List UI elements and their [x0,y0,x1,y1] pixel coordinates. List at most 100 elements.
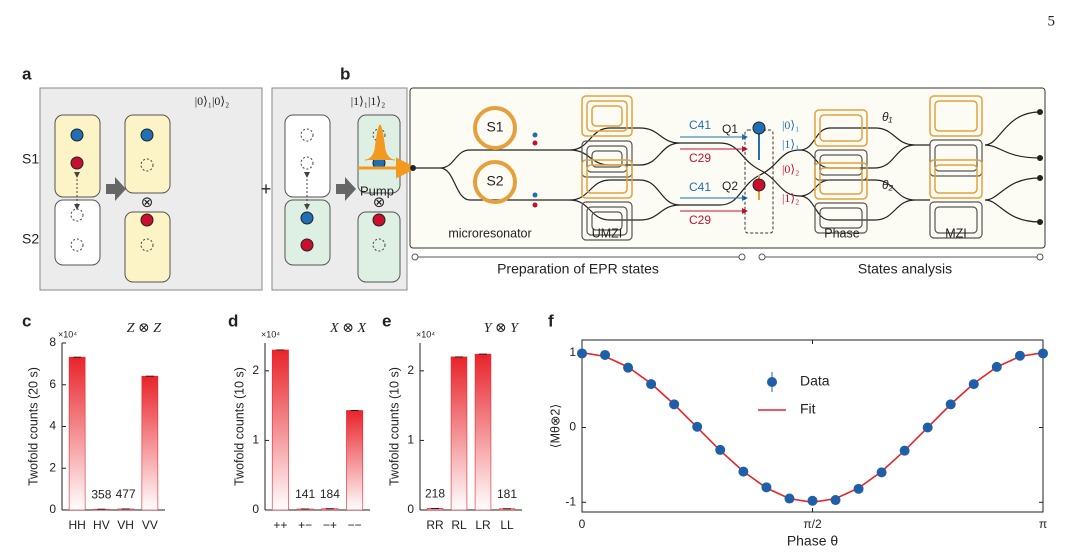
data-point [853,483,864,494]
panel-label: c [22,311,31,330]
mode-box [124,211,171,283]
data-point [738,466,749,477]
mode-label: C41 [689,180,711,194]
x-tick-label: π [1039,517,1047,531]
port [1037,175,1043,181]
x-tick-label: −+ [323,518,337,532]
photon [532,192,538,198]
qubit [752,178,766,192]
value-label: 358 [91,487,111,501]
data-point [945,399,956,410]
panel-label: b [340,64,350,83]
legend-label: Fit [800,401,816,417]
section-label: Preparation of EPR states [497,261,659,277]
ket-label: |0⟩₁|0⟩₂ [195,94,230,108]
section-end [411,253,419,261]
page-number: 5 [1048,13,1056,29]
ket-label: |1⟩₂ [782,191,799,205]
data-point [830,495,841,506]
x-tick-label: −− [348,518,362,532]
component-label: MZI [945,226,967,240]
mode-box [124,114,171,194]
vacuum [300,128,314,142]
chart: e Twofold counts (10 s) 0 1 2 ×10⁴ Y ⊗ Y RR 218 R… [382,311,522,532]
vacuum [140,158,154,172]
bar [141,375,159,511]
umzi [581,95,633,241]
port [1037,109,1043,115]
y-tick-label: 8 [49,335,56,349]
phase-shifter [814,109,868,234]
x-tick-label: ++ [273,518,287,532]
data-point [715,444,726,455]
x-tick-label: HV [93,518,110,532]
ket-label: |0⟩₂ [782,162,799,176]
microresonator [473,160,517,204]
data-point [692,421,703,432]
y-axis-label: Twofold counts (10 s) [387,367,401,486]
section-end [758,253,766,261]
y-tick-label: 4 [49,419,56,433]
photon [532,202,538,208]
value-label: 181 [497,487,517,501]
panel-label: f [548,311,554,330]
tensor-sign: ⊗ [373,194,386,211]
y-tick-label: 0 [407,502,414,516]
port [1037,219,1043,225]
photon [140,128,154,142]
theta-label: θ₂ [882,178,894,192]
tensor-sign: ⊗ [141,194,154,211]
value-label: 184 [320,487,340,501]
plus-sign: + [261,179,272,199]
y-tick-label: -1 [565,494,576,508]
qubit-label: Q2 [722,179,738,193]
chart-title: Y ⊗ Y [484,321,521,336]
x-tick-label: VV [142,518,158,532]
axis-multiplier: ×10⁴ [416,329,435,339]
value-label: 218 [425,487,445,501]
mode-box [284,199,331,266]
y-tick-label: 1 [407,433,414,447]
axis-multiplier: ×10⁴ [261,329,280,339]
pump-pulse [364,124,396,161]
x-tick-label: +− [298,518,312,532]
waveguide [874,127,930,221]
vacuum [70,238,84,252]
panel-label: e [382,311,391,330]
y-tick-label: 1 [569,345,576,359]
section-end [1036,253,1044,261]
photon [532,140,538,146]
photon [300,211,314,225]
panel-label: d [228,311,238,330]
component-label: microresonator [448,226,531,240]
value-label: 141 [295,487,315,501]
photon [70,128,84,142]
bar [346,410,364,511]
y-tick-label: 6 [49,377,56,391]
data-point [669,399,680,410]
vacuum [140,238,154,252]
y-tick-label: 0 [252,502,259,516]
photon [372,213,386,227]
legend-label: Data [800,373,830,389]
mode-box [54,199,101,266]
ket-label: |1⟩₁|1⟩₂ [351,94,386,108]
arrow [336,177,356,201]
waveguide [984,111,1041,223]
mode-label: C29 [689,213,711,227]
panel-b: b Pump S1 S2 microresonator [340,64,1046,277]
qubit [752,121,766,135]
x-tick-label: RR [426,518,444,532]
axis-multiplier: ×10⁴ [58,329,77,339]
y-tick-label: 1 [252,433,259,447]
chart: c Twofold counts (20 s) 0 2 4 6 8×10⁴ Z ⊗ Z HH HV… [22,311,165,532]
data-point [1014,350,1025,361]
vacuum [372,238,386,252]
microresonator [473,106,517,150]
mode-label: C29 [689,151,711,165]
legend-marker [767,377,777,387]
value-label: 477 [116,487,136,501]
bar [68,356,86,511]
